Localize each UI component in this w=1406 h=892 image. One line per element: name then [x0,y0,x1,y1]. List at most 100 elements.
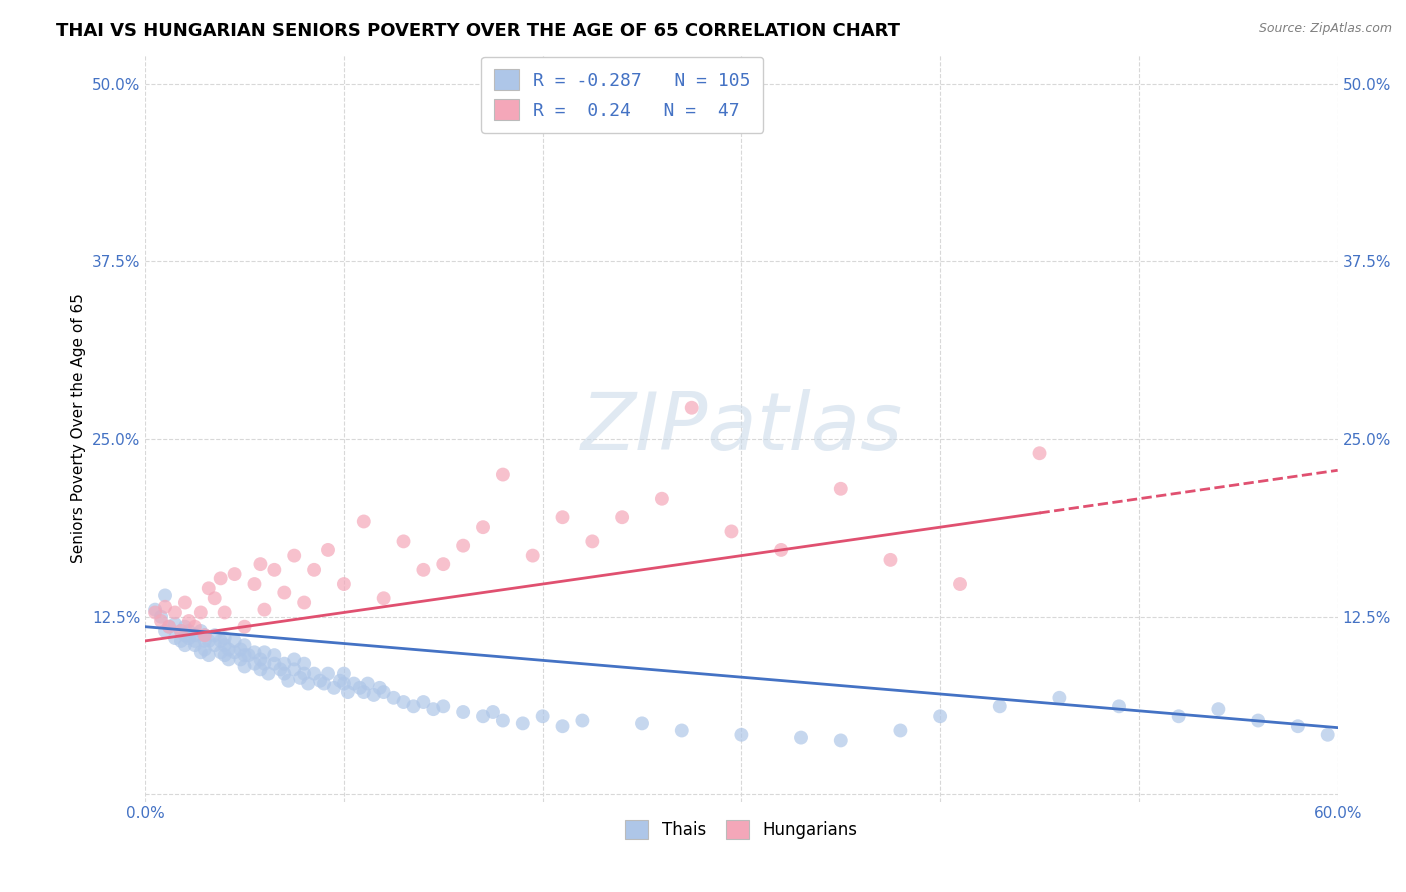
Point [163,616,186,631]
Point [163,631,186,645]
Point [253,602,276,616]
Point [316,666,339,681]
Point [492,467,515,482]
Point [243,577,266,591]
Point [184,634,207,648]
Point [1167,709,1189,723]
Point [988,699,1011,714]
Point [382,690,405,705]
Point [353,685,375,699]
Point [879,553,901,567]
Point [238,648,260,662]
Point [730,728,752,742]
Point [214,648,236,662]
Point [551,510,574,524]
Point [551,719,574,733]
Point [651,491,673,506]
Point [153,599,176,614]
Point [402,699,425,714]
Point [190,624,212,638]
Point [283,662,305,676]
Point [190,606,212,620]
Point [150,614,173,628]
Point [720,524,742,539]
Point [209,571,232,585]
Point [1208,702,1230,716]
Point [302,563,325,577]
Point [174,628,197,642]
Point [571,714,593,728]
Point [292,657,315,671]
Point [253,657,276,671]
Point [373,685,395,699]
Point [312,676,335,690]
Point [283,549,305,563]
Point [143,606,166,620]
Point [153,589,176,603]
Text: Source: ZipAtlas.com: Source: ZipAtlas.com [1258,22,1392,36]
Point [184,620,207,634]
Point [233,638,256,652]
Point [283,652,305,666]
Point [177,631,200,645]
Point [1286,719,1309,733]
Point [174,595,197,609]
Point [224,634,246,648]
Point [224,645,246,659]
Point [194,628,217,642]
Point [218,642,240,657]
Point [949,577,972,591]
Point [249,557,271,571]
Point [929,709,952,723]
Point [229,642,252,657]
Point [263,657,285,671]
Point [451,705,474,719]
Point [472,520,495,534]
Point [531,709,554,723]
Point [197,634,219,648]
Point [243,645,266,659]
Point [143,602,166,616]
Point [253,645,276,659]
Point [197,648,219,662]
Point [790,731,813,745]
Point [194,628,217,642]
Point [353,515,375,529]
Point [432,699,454,714]
Point [512,716,534,731]
Point [153,624,176,638]
Point [412,695,434,709]
Point [581,534,603,549]
Point [204,638,226,652]
Point [214,606,236,620]
Point [333,577,356,591]
Point [174,620,197,634]
Point [157,620,180,634]
Point [209,645,232,659]
Point [412,563,434,577]
Point [273,666,295,681]
Point [333,666,356,681]
Point [610,510,633,524]
Point [197,582,219,596]
Point [204,591,226,606]
Point [1047,690,1070,705]
Point [770,543,793,558]
Point [263,563,285,577]
Point [292,666,315,681]
Point [150,609,173,624]
Point [363,688,385,702]
Point [233,648,256,662]
Point [190,645,212,659]
Point [830,733,852,747]
Point [249,652,271,666]
Point [297,676,319,690]
Point [263,648,285,662]
Point [184,638,207,652]
Point [224,567,246,582]
Point [451,539,474,553]
Point [257,666,280,681]
Point [309,673,332,688]
Point [1247,714,1270,728]
Point [1028,446,1050,460]
